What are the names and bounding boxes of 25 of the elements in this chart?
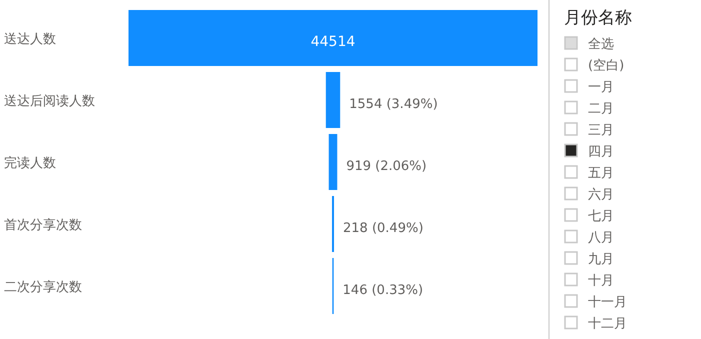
category-label: 二次分享次数 [4, 279, 82, 295]
category-label: 送达后阅读人数 [4, 94, 95, 109]
category-label: (空白) [588, 58, 624, 74]
category-label: 五月 [588, 166, 614, 181]
category-label: 九月 [588, 252, 614, 267]
category-label: 六月 [588, 188, 614, 202]
category-label: 八月 [588, 230, 614, 246]
category-label: 十一月 [588, 295, 627, 310]
category-label: 七月 [588, 209, 614, 224]
category-label: 二月 [588, 102, 614, 116]
category-label: 全选 [588, 37, 614, 52]
data-label: 218 (0.49%) [343, 221, 424, 236]
data-label: 1554 (3.49%) [349, 97, 438, 112]
category-label: 十二月 [588, 316, 627, 332]
category-label: 一月 [588, 80, 614, 95]
category-label: 十月 [588, 274, 614, 288]
category-label: 首次分享次数 [4, 217, 82, 233]
category-label: 完读人数 [4, 155, 56, 171]
text: 月份名称 [564, 8, 632, 28]
category-label: 送达人数 [4, 32, 56, 47]
data-label: 44514 [310, 34, 356, 50]
category-label: 四月 [588, 144, 614, 160]
category-label: 三月 [588, 123, 614, 138]
data-label: 919 (2.06%) [346, 159, 427, 174]
data-label: 146 (0.33%) [342, 283, 424, 298]
